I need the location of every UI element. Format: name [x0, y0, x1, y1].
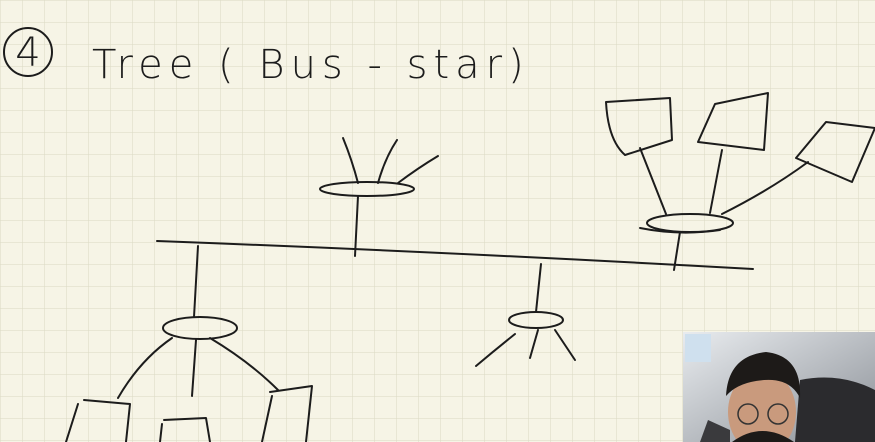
hub-left: [65, 245, 313, 442]
hub-middle: [475, 263, 576, 367]
bus-line: [156, 240, 754, 270]
heading-number: 4: [15, 30, 40, 76]
heading-text: Tree ( Bus - star): [92, 42, 530, 88]
hub-top: [319, 137, 439, 257]
webcam-overlay: [683, 332, 875, 442]
number-circle: [3, 27, 53, 77]
hub-right: [605, 92, 875, 271]
